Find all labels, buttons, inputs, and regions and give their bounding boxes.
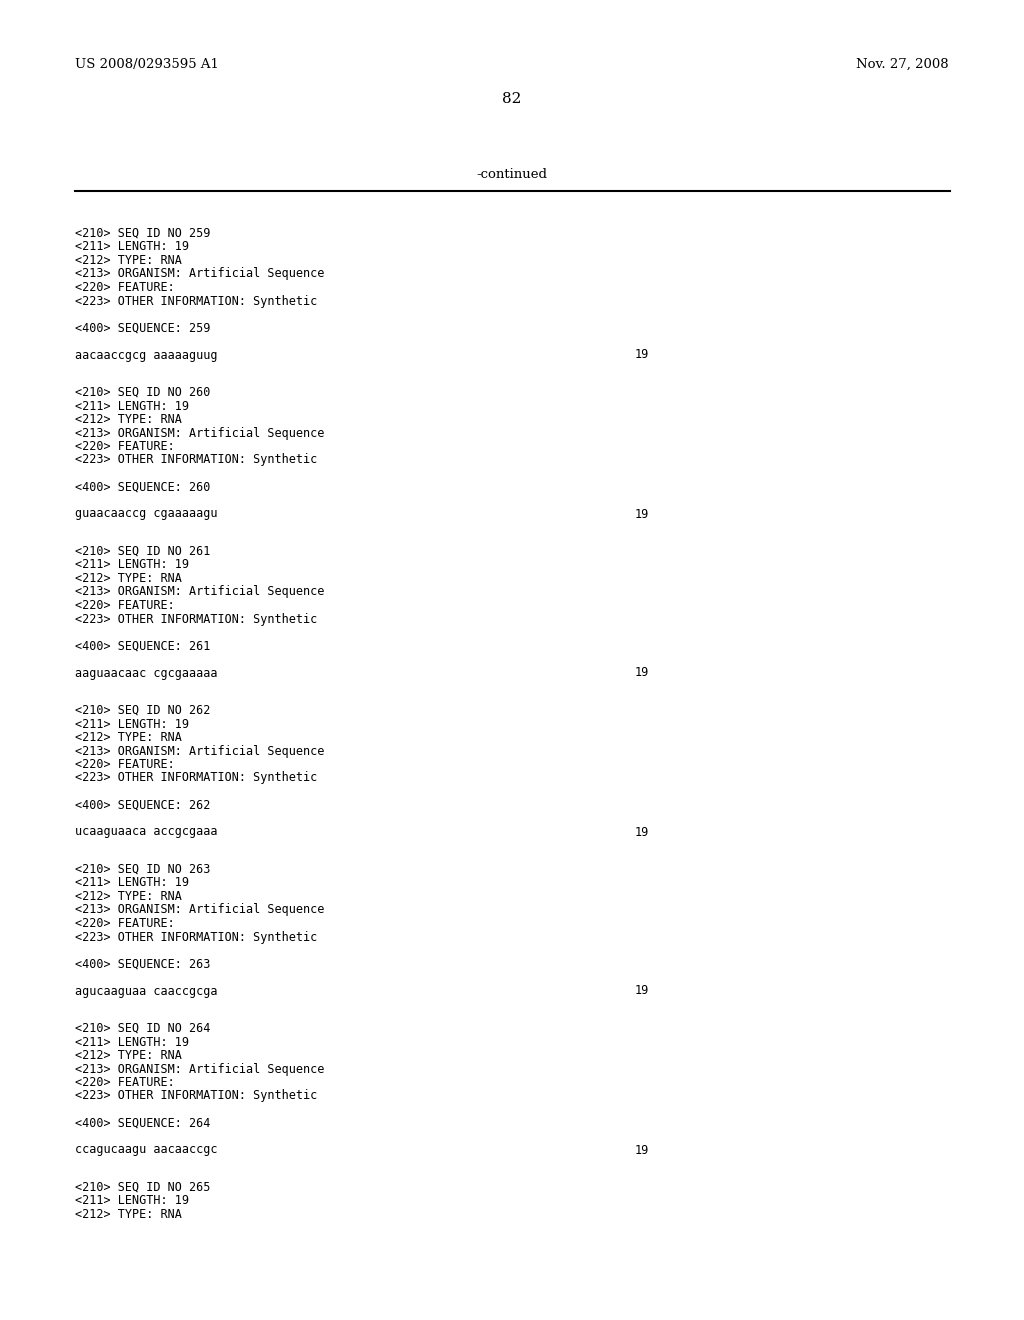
Text: <210> SEQ ID NO 263: <210> SEQ ID NO 263 xyxy=(75,863,210,876)
Text: <220> FEATURE:: <220> FEATURE: xyxy=(75,281,175,294)
Text: <212> TYPE: RNA: <212> TYPE: RNA xyxy=(75,253,182,267)
Text: agucaaguaa caaccgcga: agucaaguaa caaccgcga xyxy=(75,985,217,998)
Text: <220> FEATURE:: <220> FEATURE: xyxy=(75,440,175,453)
Text: <213> ORGANISM: Artificial Sequence: <213> ORGANISM: Artificial Sequence xyxy=(75,1063,325,1076)
Text: 19: 19 xyxy=(635,985,649,998)
Text: <220> FEATURE:: <220> FEATURE: xyxy=(75,599,175,612)
Text: aaguaacaac cgcgaaaaa: aaguaacaac cgcgaaaaa xyxy=(75,667,217,680)
Text: <400> SEQUENCE: 261: <400> SEQUENCE: 261 xyxy=(75,639,210,652)
Text: <223> OTHER INFORMATION: Synthetic: <223> OTHER INFORMATION: Synthetic xyxy=(75,1089,317,1102)
Text: <211> LENGTH: 19: <211> LENGTH: 19 xyxy=(75,876,189,890)
Text: 19: 19 xyxy=(635,1143,649,1156)
Text: <213> ORGANISM: Artificial Sequence: <213> ORGANISM: Artificial Sequence xyxy=(75,426,325,440)
Text: <400> SEQUENCE: 263: <400> SEQUENCE: 263 xyxy=(75,957,210,970)
Text: <223> OTHER INFORMATION: Synthetic: <223> OTHER INFORMATION: Synthetic xyxy=(75,771,317,784)
Text: <213> ORGANISM: Artificial Sequence: <213> ORGANISM: Artificial Sequence xyxy=(75,903,325,916)
Text: <210> SEQ ID NO 259: <210> SEQ ID NO 259 xyxy=(75,227,210,240)
Text: <223> OTHER INFORMATION: Synthetic: <223> OTHER INFORMATION: Synthetic xyxy=(75,931,317,944)
Text: <212> TYPE: RNA: <212> TYPE: RNA xyxy=(75,1208,182,1221)
Text: <400> SEQUENCE: 260: <400> SEQUENCE: 260 xyxy=(75,480,210,494)
Text: <210> SEQ ID NO 262: <210> SEQ ID NO 262 xyxy=(75,704,210,717)
Text: 19: 19 xyxy=(635,825,649,838)
Text: US 2008/0293595 A1: US 2008/0293595 A1 xyxy=(75,58,219,71)
Text: <400> SEQUENCE: 259: <400> SEQUENCE: 259 xyxy=(75,322,210,334)
Text: <220> FEATURE:: <220> FEATURE: xyxy=(75,1076,175,1089)
Text: <211> LENGTH: 19: <211> LENGTH: 19 xyxy=(75,1035,189,1048)
Text: -continued: -continued xyxy=(476,168,548,181)
Text: aacaaccgcg aaaaaguug: aacaaccgcg aaaaaguug xyxy=(75,348,217,362)
Text: <220> FEATURE:: <220> FEATURE: xyxy=(75,917,175,931)
Text: <211> LENGTH: 19: <211> LENGTH: 19 xyxy=(75,718,189,730)
Text: <220> FEATURE:: <220> FEATURE: xyxy=(75,758,175,771)
Text: 19: 19 xyxy=(635,507,649,520)
Text: <211> LENGTH: 19: <211> LENGTH: 19 xyxy=(75,240,189,253)
Text: <212> TYPE: RNA: <212> TYPE: RNA xyxy=(75,731,182,744)
Text: <212> TYPE: RNA: <212> TYPE: RNA xyxy=(75,413,182,426)
Text: 19: 19 xyxy=(635,667,649,680)
Text: <211> LENGTH: 19: <211> LENGTH: 19 xyxy=(75,400,189,412)
Text: <212> TYPE: RNA: <212> TYPE: RNA xyxy=(75,890,182,903)
Text: <223> OTHER INFORMATION: Synthetic: <223> OTHER INFORMATION: Synthetic xyxy=(75,454,317,466)
Text: <212> TYPE: RNA: <212> TYPE: RNA xyxy=(75,572,182,585)
Text: <400> SEQUENCE: 264: <400> SEQUENCE: 264 xyxy=(75,1117,210,1130)
Text: 82: 82 xyxy=(503,92,521,106)
Text: guaacaaccg cgaaaaagu: guaacaaccg cgaaaaagu xyxy=(75,507,217,520)
Text: Nov. 27, 2008: Nov. 27, 2008 xyxy=(856,58,949,71)
Text: ucaaguaaca accgcgaaa: ucaaguaaca accgcgaaa xyxy=(75,825,217,838)
Text: 19: 19 xyxy=(635,348,649,362)
Text: <213> ORGANISM: Artificial Sequence: <213> ORGANISM: Artificial Sequence xyxy=(75,268,325,281)
Text: <213> ORGANISM: Artificial Sequence: <213> ORGANISM: Artificial Sequence xyxy=(75,744,325,758)
Text: <223> OTHER INFORMATION: Synthetic: <223> OTHER INFORMATION: Synthetic xyxy=(75,294,317,308)
Text: <211> LENGTH: 19: <211> LENGTH: 19 xyxy=(75,558,189,572)
Text: <210> SEQ ID NO 264: <210> SEQ ID NO 264 xyxy=(75,1022,210,1035)
Text: <223> OTHER INFORMATION: Synthetic: <223> OTHER INFORMATION: Synthetic xyxy=(75,612,317,626)
Text: <210> SEQ ID NO 261: <210> SEQ ID NO 261 xyxy=(75,545,210,558)
Text: <400> SEQUENCE: 262: <400> SEQUENCE: 262 xyxy=(75,799,210,812)
Text: <211> LENGTH: 19: <211> LENGTH: 19 xyxy=(75,1195,189,1208)
Text: <213> ORGANISM: Artificial Sequence: <213> ORGANISM: Artificial Sequence xyxy=(75,586,325,598)
Text: ccagucaagu aacaaccgc: ccagucaagu aacaaccgc xyxy=(75,1143,217,1156)
Text: <212> TYPE: RNA: <212> TYPE: RNA xyxy=(75,1049,182,1063)
Text: <210> SEQ ID NO 265: <210> SEQ ID NO 265 xyxy=(75,1181,210,1195)
Text: <210> SEQ ID NO 260: <210> SEQ ID NO 260 xyxy=(75,385,210,399)
